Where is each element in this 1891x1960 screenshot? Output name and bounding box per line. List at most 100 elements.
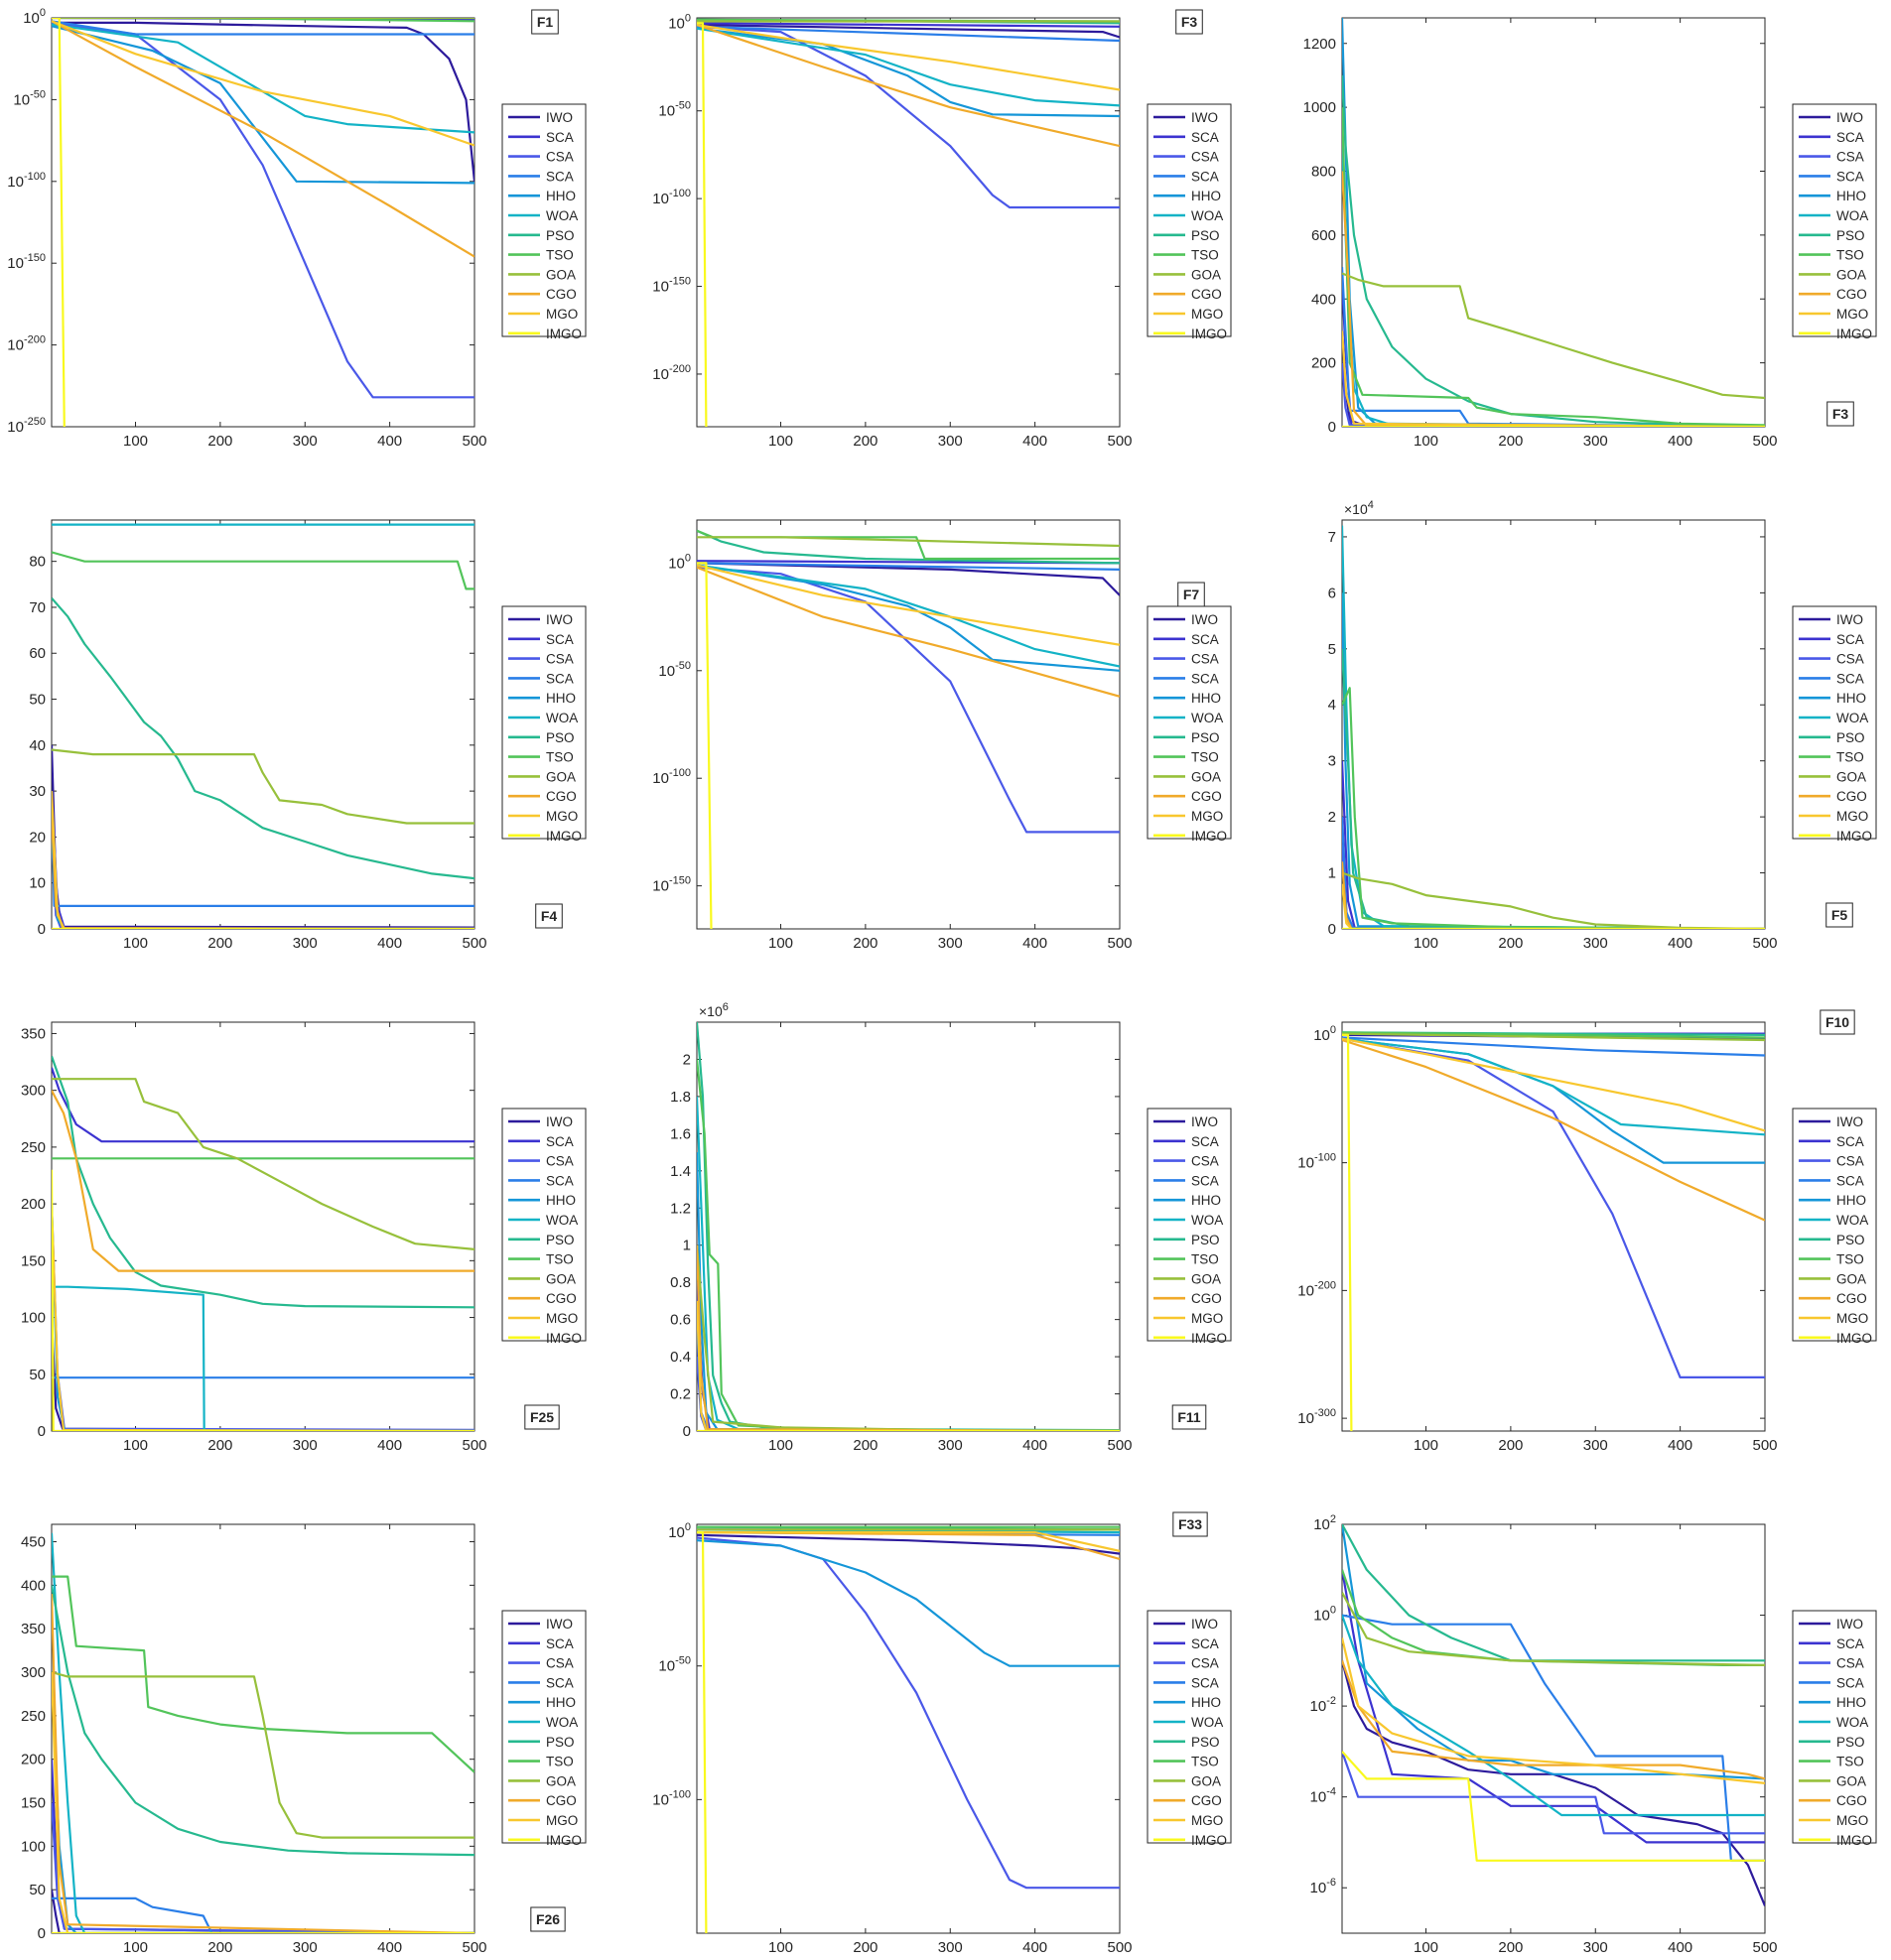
legend: IWO SCA CSA SCA HHO WOA PSO TSO GOA CGO MGO IMGO bbox=[501, 605, 587, 844]
series-line-csa bbox=[1342, 1751, 1765, 1835]
y-tick-label: 80 bbox=[29, 554, 46, 571]
legend-entry: TSO bbox=[1191, 750, 1219, 765]
panel-title-box bbox=[1171, 1404, 1207, 1430]
x-tick-label: 200 bbox=[207, 433, 232, 450]
legend-box bbox=[1792, 1108, 1877, 1342]
legend-entry: GOA bbox=[546, 769, 576, 784]
series-group bbox=[1342, 18, 1765, 427]
legend-box bbox=[1147, 1610, 1232, 1844]
series-group bbox=[1342, 1031, 1765, 1431]
legend-entry: HHO bbox=[1191, 691, 1221, 706]
legend-entry: TSO bbox=[1191, 1252, 1219, 1267]
chart-panel-10: 100 200 300 400 500 0 50 100 150 200 250 300 350 400 4… bbox=[21, 1523, 587, 1956]
x-tick-label: 100 bbox=[1414, 1939, 1438, 1956]
legend: IWO SCA CSA SCA HHO WOA PSO TSO GOA CGO MGO IMGO bbox=[1792, 605, 1877, 844]
series-line-tso bbox=[1342, 687, 1765, 929]
legend-entry: PSO bbox=[1836, 730, 1865, 745]
series-line-imgo bbox=[1342, 1751, 1765, 1862]
y-tick-label: 0 bbox=[683, 1423, 691, 1440]
y-tick-label: 4 bbox=[1328, 697, 1336, 714]
axes-box bbox=[696, 17, 1121, 428]
y-tick-label: 60 bbox=[29, 645, 46, 662]
legend-entry: IWO bbox=[546, 1114, 573, 1129]
series-line-sca bbox=[1342, 1569, 1765, 1844]
x-tick-label: 300 bbox=[938, 1437, 963, 1454]
panel-title: F3 bbox=[1181, 14, 1198, 30]
y-tick-label: 10-50 bbox=[13, 88, 46, 108]
panel-title-box bbox=[531, 9, 559, 35]
series-line-pso bbox=[52, 1055, 474, 1309]
y-tick-label: 20 bbox=[29, 829, 46, 846]
y-tick-label: 250 bbox=[21, 1139, 46, 1156]
legend-entry: GOA bbox=[1836, 1773, 1866, 1788]
chart-panel-11: 100 200 300 400 500 100 10-50 10-100 IWO SCA CSA SC… bbox=[652, 1511, 1232, 1956]
y-tick-label: 1 bbox=[683, 1238, 691, 1254]
y-tick-label: 10-200 bbox=[1297, 1279, 1336, 1299]
series-line-pso bbox=[1342, 74, 1765, 427]
legend-entry: IMGO bbox=[1191, 1331, 1227, 1346]
legend-entry: SCA bbox=[1836, 169, 1864, 184]
axes-box bbox=[1341, 1523, 1766, 1934]
series-group bbox=[52, 1055, 474, 1431]
legend: IWO SCA CSA SCA HHO WOA PSO TSO GOA CGO MGO IMGO bbox=[501, 1610, 587, 1848]
series-line-goa bbox=[52, 748, 474, 825]
x-tick-label: 100 bbox=[123, 433, 148, 450]
legend-entry: CSA bbox=[546, 1656, 574, 1671]
chart-panel-1: 100 200 300 400 500 100 10-50 10-100 10-150 10-20… bbox=[7, 7, 587, 450]
legend-entry: SCA bbox=[1191, 1134, 1219, 1149]
legend-box bbox=[1147, 103, 1232, 337]
series-line-hho bbox=[697, 564, 1120, 672]
legend-entry: SCA bbox=[1836, 1675, 1864, 1690]
legend-entry: HHO bbox=[1836, 189, 1866, 203]
legend-entry: PSO bbox=[546, 730, 575, 745]
y-tick-label: 0.8 bbox=[670, 1274, 691, 1291]
legend-entry: PSO bbox=[1836, 1735, 1865, 1750]
y-tick-label: 0 bbox=[1328, 419, 1336, 436]
series-line-pso bbox=[52, 596, 474, 880]
y-tick-label: 10-2 bbox=[1310, 1695, 1336, 1715]
series-line-iwo bbox=[52, 1890, 474, 1933]
legend-entry: MGO bbox=[1836, 1311, 1868, 1326]
x-tick-label: 400 bbox=[1022, 1939, 1047, 1956]
chart-panel-6: 100 200 300 400 500 0 1 2 3 4 5 6 7 ×104 IWO SCA CSA SCA H… bbox=[1328, 499, 1877, 952]
axes-box bbox=[1341, 1021, 1766, 1432]
legend-entry: MGO bbox=[1191, 809, 1223, 824]
y-tick-label: 450 bbox=[21, 1534, 46, 1551]
legend-entry: SCA bbox=[1836, 1134, 1864, 1149]
legend: IWO SCA CSA SCA HHO WOA PSO TSO GOA CGO MGO IMGO bbox=[1147, 103, 1232, 341]
axes-box bbox=[1341, 519, 1766, 930]
legend-entry: SCA bbox=[1836, 1173, 1864, 1188]
series-line-woa bbox=[697, 27, 1120, 107]
legend-entry: GOA bbox=[1191, 769, 1221, 784]
y-tick-label: 5 bbox=[1328, 641, 1336, 658]
legend-entry: GOA bbox=[1836, 769, 1866, 784]
x-tick-label: 300 bbox=[293, 1939, 318, 1956]
legend-entry: PSO bbox=[1191, 730, 1220, 745]
legend-entry: CGO bbox=[1836, 789, 1867, 804]
x-tick-label: 100 bbox=[123, 935, 148, 952]
axes-box bbox=[696, 519, 1121, 930]
series-line-imgo bbox=[1342, 1033, 1353, 1431]
legend-entry: CGO bbox=[1191, 1291, 1222, 1306]
legend-entry: TSO bbox=[1836, 1252, 1864, 1267]
series-group bbox=[697, 1022, 1120, 1431]
legend-entry: CSA bbox=[1191, 1656, 1219, 1671]
legend-entry: TSO bbox=[546, 1252, 574, 1267]
legend-entry: WOA bbox=[1191, 711, 1223, 725]
legend-entry: WOA bbox=[1836, 711, 1868, 725]
legend-entry: IMGO bbox=[546, 1331, 582, 1346]
series-line-csa bbox=[697, 566, 1120, 834]
x-tick-label: 500 bbox=[1752, 1939, 1777, 1956]
y-tick-label: 2 bbox=[1328, 809, 1336, 826]
legend-entry: IMGO bbox=[1836, 1833, 1872, 1848]
legend-entry: CGO bbox=[1191, 287, 1222, 302]
x-tick-label: 400 bbox=[1668, 1437, 1692, 1454]
legend-entry: CGO bbox=[1836, 287, 1867, 302]
legend-entry: SCA bbox=[1836, 130, 1864, 145]
series-group bbox=[697, 1525, 1120, 1933]
y-tick-label: 400 bbox=[21, 1577, 46, 1594]
series-line-mgo bbox=[697, 1531, 1120, 1552]
y-tick-label: 1.6 bbox=[670, 1125, 691, 1142]
series-line-imgo bbox=[52, 1169, 474, 1431]
y-tick-label: 200 bbox=[21, 1196, 46, 1213]
